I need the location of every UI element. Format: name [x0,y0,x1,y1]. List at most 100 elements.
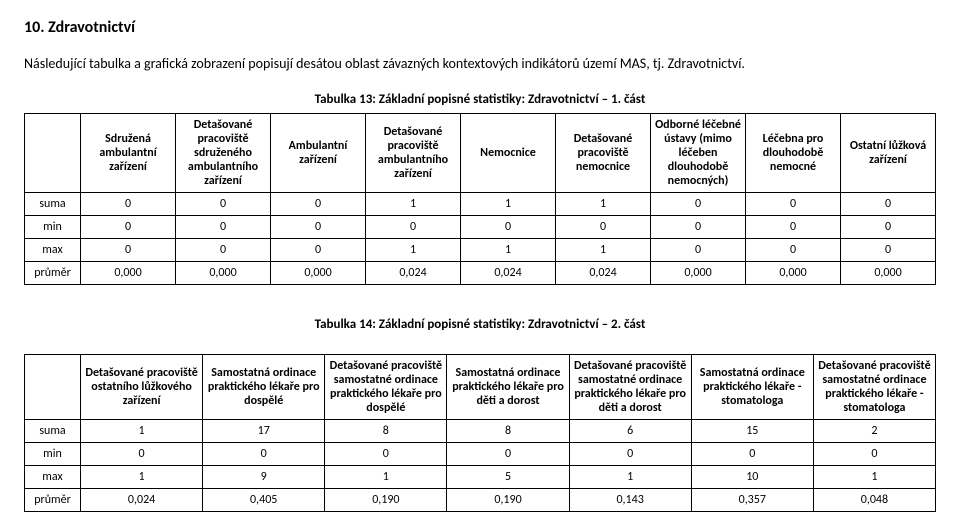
cell: 1 [81,419,203,442]
cell: 0 [651,192,746,215]
row-label: suma [25,192,81,215]
row-label: min [25,215,81,238]
cell: 0 [271,192,366,215]
cell: 1 [461,238,556,261]
table2-col-6: Detašované pracoviště samostatné ordinac… [813,354,935,419]
cell: 0 [746,215,841,238]
cell: 0 [176,215,271,238]
cell: 0 [651,215,746,238]
cell: 1 [461,192,556,215]
cell: 17 [203,419,325,442]
cell: 0,357 [691,488,813,511]
cell: 15 [691,419,813,442]
cell: 0 [81,215,176,238]
cell: 0,000 [746,261,841,284]
cell: 0 [447,442,569,465]
cell: 9 [203,465,325,488]
cell: 2 [813,419,935,442]
table2-col-1: Samostatná ordinace praktického lékaře p… [203,354,325,419]
cell: 1 [569,465,691,488]
cell: 5 [447,465,569,488]
table2-col-2: Detašované pracoviště samostatné ordinac… [325,354,447,419]
cell: 0 [366,215,461,238]
section-title: 10. Zdravotnictví [24,18,936,37]
cell: 0 [746,238,841,261]
cell: 0 [271,238,366,261]
cell: 1 [366,192,461,215]
table1-col-5: Detašované pracoviště nemocnice [556,113,651,192]
cell: 6 [569,419,691,442]
table1-col-1: Detašované pracoviště sdruženého ambulan… [176,113,271,192]
cell: 0,024 [81,488,203,511]
section-intro: Následující tabulka a grafická zobrazení… [24,55,936,74]
cell: 0,000 [651,261,746,284]
cell: 0,000 [176,261,271,284]
table1-col-6: Odborné léčebné ústavy (mimo léčeben dlo… [651,113,746,192]
row-label: suma [25,419,81,442]
cell: 0 [81,192,176,215]
cell: 0,000 [81,261,176,284]
table-row: min 0 0 0 0 0 0 0 [25,442,936,465]
row-label: průměr [25,261,81,284]
table-row: suma 0 0 0 1 1 1 0 0 0 [25,192,936,215]
cell: 0 [325,442,447,465]
table-row: max 1 9 1 5 1 10 1 [25,465,936,488]
cell: 0,143 [569,488,691,511]
table1-col-4: Nemocnice [461,113,556,192]
cell: 0 [271,215,366,238]
table2-caption: Tabulka 14: Základní popisné statistiky:… [24,317,936,332]
cell: 1 [81,465,203,488]
row-label: min [25,442,81,465]
cell: 0 [746,192,841,215]
cell: 0 [841,215,936,238]
table1-caption: Tabulka 13: Základní popisné statistiky:… [24,92,936,107]
cell: 8 [447,419,569,442]
cell: 1 [556,192,651,215]
cell: 0,190 [447,488,569,511]
row-label: průměr [25,488,81,511]
cell: 0,048 [813,488,935,511]
table-14: Detašované pracoviště ostatního lůžkovéh… [24,354,936,512]
row-label: max [25,238,81,261]
cell: 0 [841,192,936,215]
cell: 1 [366,238,461,261]
cell: 0,024 [461,261,556,284]
cell: 0 [691,442,813,465]
cell: 0,190 [325,488,447,511]
table1-col-2: Ambulantní zařízení [271,113,366,192]
table2-col-5: Samostatná ordinace praktického lékaře -… [691,354,813,419]
cell: 0,024 [556,261,651,284]
table1-col-7: Léčebna pro dlouhodobě nemocné [746,113,841,192]
cell: 0,405 [203,488,325,511]
table-row: průměr 0,000 0,000 0,000 0,024 0,024 0,0… [25,261,936,284]
table2-col-3: Samostatná ordinace praktického lékaře p… [447,354,569,419]
table-13: Sdružená ambulantní zařízení Detašované … [24,113,936,285]
cell: 0 [461,215,556,238]
cell: 0 [841,238,936,261]
cell: 1 [325,465,447,488]
cell: 0 [203,442,325,465]
row-label: max [25,465,81,488]
table-row: max 0 0 0 1 1 1 0 0 0 [25,238,936,261]
table-row: suma 1 17 8 8 6 15 2 [25,419,936,442]
cell: 0 [176,192,271,215]
table2-body: suma 1 17 8 8 6 15 2 min 0 0 0 0 0 0 0 m… [25,419,936,511]
table1-col-8: Ostatní lůžková zařízení [841,113,936,192]
cell: 0 [81,442,203,465]
table1-col-0: Sdružená ambulantní zařízení [81,113,176,192]
cell: 0 [813,442,935,465]
table-row: průměr 0,024 0,405 0,190 0,190 0,143 0,3… [25,488,936,511]
table1-body: suma 0 0 0 1 1 1 0 0 0 min 0 0 0 0 0 0 0… [25,192,936,284]
cell: 1 [556,238,651,261]
cell: 10 [691,465,813,488]
cell: 0 [176,238,271,261]
cell: 0 [81,238,176,261]
cell: 0 [651,238,746,261]
table2-blank-header [25,354,81,419]
cell: 0 [556,215,651,238]
table1-col-3: Detašované pracoviště ambulantního zaříz… [366,113,461,192]
cell: 1 [813,465,935,488]
cell: 0,000 [271,261,366,284]
table-row: min 0 0 0 0 0 0 0 0 0 [25,215,936,238]
table1-blank-header [25,113,81,192]
